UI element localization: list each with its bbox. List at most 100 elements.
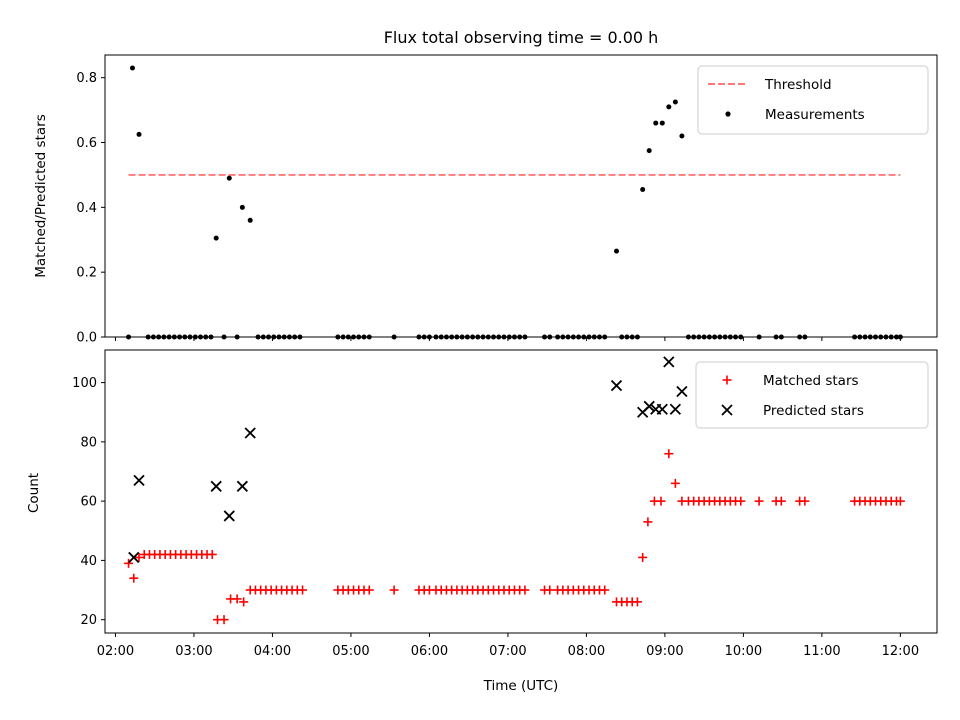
predicted-point — [676, 385, 688, 398]
count-xtick-label: 02:00 — [97, 644, 134, 659]
matched-point — [638, 552, 648, 562]
ratio-ytick-label: 0.0 — [76, 331, 97, 346]
predicted-point — [128, 551, 140, 564]
measurement-point — [646, 148, 652, 154]
count-x-axis: 02:00 03:00 04:00 05:00 06:00 07:00 08:00 09:00… — [97, 633, 919, 659]
legend-matched-swatch — [722, 375, 732, 385]
matched-point — [232, 594, 242, 604]
matched-point — [129, 573, 139, 583]
measurement-point — [239, 204, 245, 210]
predicted-point — [663, 356, 675, 368]
matched-point — [800, 496, 810, 506]
legend-threshold-label: Threshold — [764, 77, 832, 93]
legend-predicted-swatch — [721, 404, 733, 416]
legend-predicted-marker-b — [721, 404, 733, 416]
predicted-point-b — [643, 400, 655, 412]
matched-point — [520, 585, 530, 595]
count-xtick-label: 11:00 — [803, 644, 840, 659]
matched-point — [736, 496, 746, 506]
predicted-point-b — [128, 551, 140, 564]
legend-matched-marker — [722, 375, 732, 385]
count-xtick-label: 03:00 — [175, 644, 212, 659]
predicted-point-b — [656, 403, 668, 415]
matched-point — [754, 496, 764, 506]
measurement-point — [640, 187, 646, 193]
legend-measurements-label: Measurements — [765, 107, 865, 123]
count-xtick-label: 06:00 — [411, 644, 448, 659]
predicted-point-b — [676, 385, 688, 398]
predicted-point — [656, 403, 668, 415]
count-legend-box — [695, 361, 929, 429]
predicted-point — [223, 510, 235, 522]
matched-point — [219, 615, 229, 625]
predicted-point-b — [610, 379, 623, 392]
count-panel: 20 40 60 80 100 02:00 03:00 04:00 05:00 06:00 07:… — [26, 349, 938, 694]
count-xtick-label: 12:00 — [882, 644, 919, 659]
count-ytick-label: 80 — [80, 435, 97, 450]
predicted-point-b — [210, 480, 222, 492]
ratio-y-axis: 0.0 0.2 0.4 0.6 0.8 — [76, 71, 105, 346]
matched-point — [656, 496, 666, 506]
count-ytick-label: 20 — [80, 613, 97, 628]
predicted-point — [244, 427, 256, 439]
predicted-point — [643, 400, 655, 412]
predicted-point-b — [133, 474, 145, 487]
matched-point — [776, 496, 786, 506]
matched-point — [124, 558, 134, 568]
predicted-point-b — [236, 480, 248, 492]
legend-predicted-label: Predicted stars — [763, 403, 864, 419]
count-ytick-label: 100 — [72, 376, 97, 391]
predicted-point — [610, 379, 623, 392]
count-legend: Matched stars Predicted stars — [695, 361, 929, 429]
count-marks — [124, 356, 905, 625]
measurement-point — [659, 120, 665, 126]
ratio-ytick-label: 0.6 — [76, 136, 97, 151]
matched-point — [239, 597, 249, 607]
measurement-point — [247, 217, 253, 223]
measurement-point — [672, 99, 678, 105]
count-y-axis: 20 40 60 80 100 — [72, 376, 105, 628]
count-xtick-label: 09:00 — [646, 644, 683, 659]
matched-point — [364, 585, 374, 595]
count-xtick-label: 07:00 — [489, 644, 526, 659]
count-xtick-label: 04:00 — [254, 644, 291, 659]
count-y-axis-label: Count — [26, 473, 42, 513]
matched-point — [134, 552, 144, 562]
matched-point — [895, 496, 905, 506]
matched-point — [670, 478, 680, 488]
measurement-point — [136, 131, 142, 137]
count-ytick-label: 40 — [80, 554, 97, 569]
matched-point — [600, 585, 610, 595]
ratio-plot-frame — [104, 54, 938, 338]
measurement-point — [653, 120, 659, 126]
measurement-point — [226, 175, 232, 181]
legend-matched-label: Matched stars — [763, 373, 859, 389]
legend-measurements-swatch — [725, 111, 731, 117]
predicted-point — [236, 480, 248, 492]
ratio-y-axis-label: Matched/Predicted stars — [33, 114, 49, 277]
predicted-point-b — [223, 510, 235, 522]
matched-point — [632, 597, 642, 607]
count-xtick-label: 05:00 — [332, 644, 369, 659]
count-ytick-label: 60 — [80, 495, 97, 510]
measurement-point — [679, 133, 685, 139]
matched-point — [207, 549, 217, 559]
predicted-point-b — [663, 356, 675, 368]
count-xtick-label: 08:00 — [568, 644, 605, 659]
predicted-point — [669, 403, 682, 415]
ratio-legend: Threshold Measurements — [697, 65, 929, 135]
ratio-ytick-label: 0.8 — [76, 71, 97, 86]
ratio-ytick-label: 0.2 — [76, 266, 97, 281]
ratio-legend-box — [697, 65, 929, 135]
measurement-point — [213, 235, 219, 241]
measurement-point — [666, 104, 672, 110]
predicted-point-b — [244, 427, 256, 439]
matched-point — [664, 449, 674, 459]
matched-point — [298, 585, 308, 595]
predicted-point — [210, 480, 222, 492]
measurement-point — [613, 248, 619, 254]
chart-title: Flux total observing time = 0.00 h — [384, 28, 659, 47]
predicted-point — [133, 474, 145, 487]
matched-point — [545, 585, 555, 595]
